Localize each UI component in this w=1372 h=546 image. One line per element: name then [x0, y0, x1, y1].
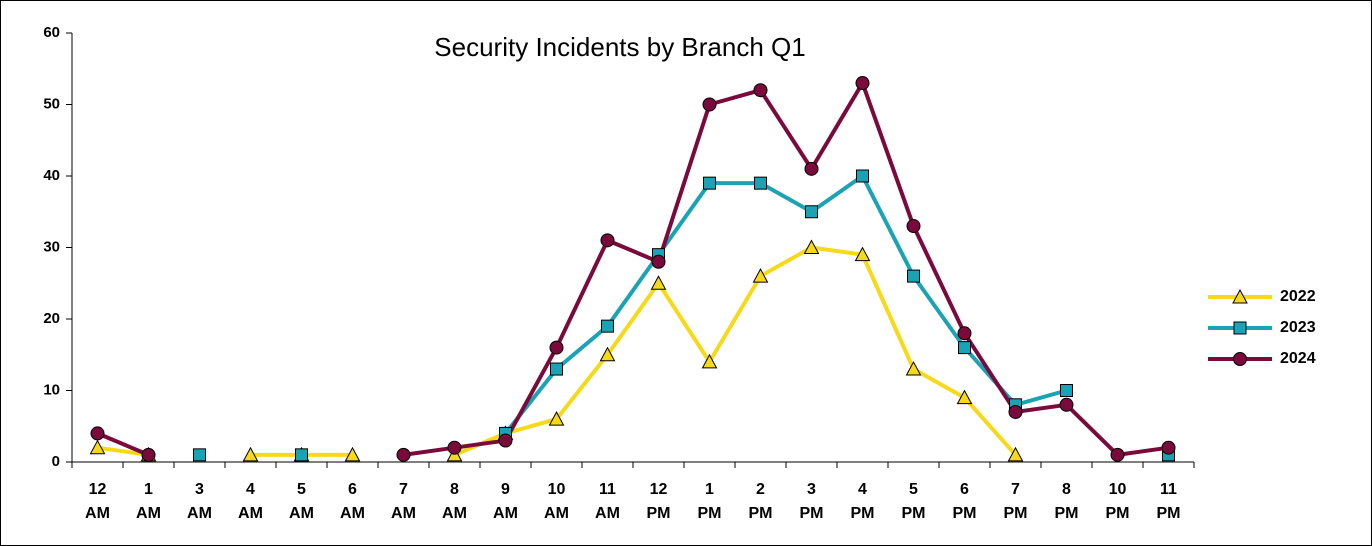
marker	[752, 268, 769, 283]
marker	[854, 246, 871, 262]
y-tick-label: 20	[43, 310, 60, 327]
marker	[855, 76, 870, 91]
x-tick-label: 8 AM	[442, 481, 467, 522]
marker	[905, 360, 922, 376]
legend-label: 2022	[1280, 288, 1316, 305]
x-tick-label: 7 AM	[391, 481, 416, 522]
marker	[907, 269, 920, 283]
x-tick-label: 11 AM	[595, 481, 620, 522]
marker	[242, 446, 259, 462]
x-tick-label: 7 PM	[1004, 481, 1028, 522]
marker	[548, 411, 565, 426]
marker	[651, 254, 666, 269]
legend-label: 2023	[1280, 319, 1316, 336]
x-tick-label: 6 PM	[953, 481, 977, 522]
marker	[754, 176, 767, 190]
x-tick-label: 10 AM	[544, 481, 569, 522]
x-tick-label: 12 AM	[85, 481, 110, 522]
marker	[549, 340, 564, 355]
x-tick-label: 11 PM	[1157, 481, 1181, 522]
y-tick-label: 0	[52, 453, 60, 470]
legend-marker	[1233, 321, 1247, 335]
marker	[1161, 440, 1176, 455]
marker	[344, 446, 361, 462]
legend-marker	[1233, 352, 1247, 366]
marker	[447, 440, 462, 455]
marker	[957, 326, 972, 341]
y-tick-label: 60	[43, 24, 60, 41]
marker	[805, 205, 818, 219]
x-tick-label: 1 AM	[136, 481, 161, 522]
marker	[1007, 446, 1024, 462]
x-tick-label: 2 PM	[749, 481, 773, 522]
x-tick-label: 5 PM	[902, 481, 926, 522]
marker	[89, 439, 106, 455]
y-tick-label: 10	[43, 381, 60, 398]
marker	[803, 239, 820, 254]
y-tick-label: 30	[43, 238, 60, 255]
y-tick-label: 50	[43, 95, 60, 112]
x-tick-label: 4 AM	[238, 481, 263, 522]
marker	[702, 97, 717, 112]
marker	[956, 389, 973, 405]
marker	[753, 83, 768, 98]
marker	[498, 433, 513, 448]
marker	[550, 362, 563, 376]
x-tick-label: 1 PM	[698, 481, 722, 522]
marker	[600, 233, 615, 248]
marker	[396, 447, 411, 462]
marker	[804, 161, 819, 176]
x-tick-label: 5 AM	[289, 481, 314, 522]
y-tick-label: 40	[43, 167, 60, 184]
marker	[1059, 397, 1074, 412]
marker	[193, 448, 206, 462]
x-tick-label: 8 PM	[1055, 481, 1079, 522]
marker	[1008, 404, 1023, 419]
marker	[1060, 384, 1073, 397]
marker	[958, 341, 971, 355]
marker	[1110, 447, 1125, 462]
marker	[295, 448, 308, 462]
x-tick-label: 9 AM	[493, 481, 518, 522]
legend-label: 2024	[1280, 350, 1316, 367]
x-tick-label: 10 PM	[1106, 481, 1130, 522]
legend-marker	[1232, 288, 1248, 304]
x-tick-label: 3 PM	[800, 481, 824, 522]
marker	[701, 353, 718, 369]
x-tick-label: 3 AM	[187, 481, 212, 522]
x-tick-label: 6 AM	[340, 481, 365, 522]
marker	[856, 169, 869, 183]
chart-title: Security Incidents by Branch Q1	[434, 32, 805, 62]
marker	[599, 346, 616, 362]
marker	[141, 447, 156, 462]
marker	[90, 426, 105, 441]
x-tick-label: 4 PM	[851, 481, 875, 522]
marker	[601, 319, 614, 333]
marker	[650, 275, 667, 290]
x-tick-label: 12 PM	[647, 481, 671, 522]
marker	[906, 219, 921, 234]
marker	[703, 176, 716, 190]
series-line	[96, 81, 1169, 457]
